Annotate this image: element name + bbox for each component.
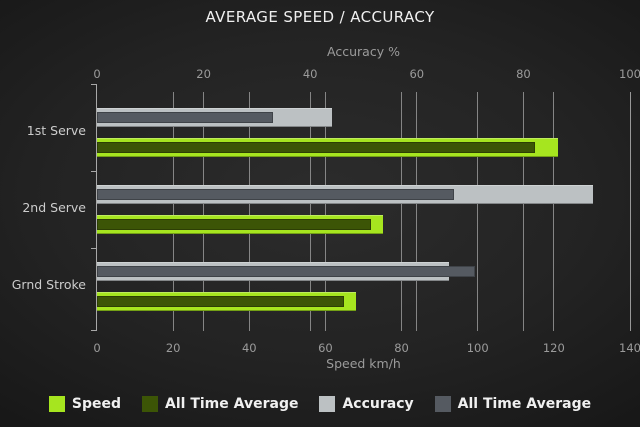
y-axis-tick bbox=[91, 248, 97, 249]
legend: Speed All Time Average Accuracy All Time Av… bbox=[0, 396, 640, 412]
top-axis-gridline bbox=[309, 92, 311, 331]
bottom-axis-gridline bbox=[324, 92, 326, 331]
legend-swatch bbox=[434, 396, 451, 412]
category-label: 1st Serve bbox=[26, 123, 86, 138]
legend-label: Speed bbox=[71, 396, 122, 412]
bar-speed-all-time-average bbox=[97, 142, 535, 153]
bottom-axis-tick-label: 0 bbox=[93, 341, 101, 355]
bar-accuracy-all-time-average bbox=[97, 112, 273, 123]
y-axis-tick bbox=[91, 84, 97, 85]
y-axis-tick bbox=[91, 171, 97, 172]
legend-item-all-time-average: All Time Average bbox=[142, 396, 298, 412]
category-label: 2nd Serve bbox=[22, 200, 86, 215]
bottom-axis-gridline bbox=[629, 92, 631, 331]
top-axis-tick-label: 20 bbox=[196, 67, 211, 81]
top-axis-tick-label: 60 bbox=[409, 67, 425, 81]
bottom-axis-tick-label: 40 bbox=[241, 341, 257, 355]
bottom-axis-gridline bbox=[248, 92, 250, 331]
legend-swatch bbox=[142, 396, 159, 412]
bar-speed-all-time-average bbox=[97, 296, 345, 307]
top-axis-gridline bbox=[416, 92, 418, 331]
bottom-axis-tick-label: 20 bbox=[165, 341, 181, 355]
bottom-axis-tick-label: 120 bbox=[542, 341, 565, 355]
legend-item-all-time-average: All Time Average bbox=[434, 396, 592, 412]
bar-accuracy-all-time-average bbox=[97, 266, 476, 277]
legend-label: All Time Average bbox=[165, 396, 299, 412]
bottom-axis-title: Speed km/h bbox=[326, 356, 401, 371]
legend-label: All Time Average bbox=[457, 396, 592, 412]
top-axis-gridline bbox=[203, 92, 205, 331]
top-axis-tick-label: 100 bbox=[619, 67, 640, 81]
bottom-axis-tick-label: 80 bbox=[394, 341, 409, 355]
legend-item-speed: Speed bbox=[48, 396, 122, 412]
legend-swatch bbox=[319, 396, 336, 412]
bottom-axis-gridline bbox=[401, 92, 403, 331]
top-axis-title: Accuracy % bbox=[327, 44, 400, 59]
legend-swatch bbox=[48, 396, 65, 412]
bar-accuracy-all-time-average bbox=[97, 189, 455, 200]
bottom-axis-tick-label: 100 bbox=[466, 341, 489, 355]
legend-item-accuracy: Accuracy bbox=[319, 396, 414, 412]
top-axis-tick-label: 0 bbox=[93, 67, 101, 81]
top-axis-tick-label: 40 bbox=[302, 67, 318, 81]
legend-label: Accuracy bbox=[342, 396, 414, 412]
bottom-axis-tick-label: 60 bbox=[318, 341, 333, 355]
y-axis-tick bbox=[91, 330, 97, 331]
bar-speed-all-time-average bbox=[97, 219, 372, 230]
bottom-axis-tick-label: 140 bbox=[619, 341, 640, 355]
top-axis-tick-label: 80 bbox=[516, 67, 531, 81]
category-label: Grnd Stroke bbox=[11, 277, 86, 292]
y-axis-line bbox=[96, 84, 97, 331]
top-axis-gridline bbox=[522, 92, 524, 331]
bottom-axis-gridline bbox=[172, 92, 174, 331]
bottom-axis-gridline bbox=[553, 92, 555, 331]
chart-title: AVERAGE SPEED / ACCURACY bbox=[205, 8, 435, 26]
bottom-axis-gridline bbox=[477, 92, 479, 331]
